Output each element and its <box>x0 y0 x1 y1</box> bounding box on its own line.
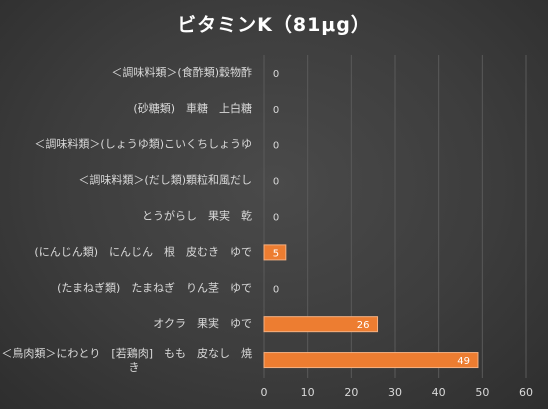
category-label: ＜鳥肉類＞にわとり [若鶏肉] もも 皮なし 焼き <box>1 346 252 374</box>
data-label: 0 <box>273 69 279 80</box>
x-tick-label: 50 <box>475 386 489 399</box>
x-tick-label: 0 <box>261 386 268 399</box>
category-label: ＜調味料類＞(食酢類)穀物酢 <box>111 65 252 79</box>
category-label: ＜調味料類＞(しょうゆ類)こいくちしょうゆ <box>34 137 252 151</box>
data-label: 0 <box>273 284 279 295</box>
x-tick-label: 10 <box>301 386 315 399</box>
x-tick-label: 60 <box>519 386 533 399</box>
data-label: 0 <box>273 213 279 224</box>
category-label: (砂糖類) 車糖 上白糖 <box>133 101 252 115</box>
category-label: ＜調味料類＞(だし類)顆粒和風だし <box>78 173 252 187</box>
category-label: とうがらし 果実 乾 <box>142 209 252 223</box>
category-label-line: ＜鳥肉類＞にわとり [若鶏肉] もも 皮なし 焼 <box>1 346 252 360</box>
category-label-line: き <box>129 361 140 374</box>
x-tick-label: 40 <box>432 386 446 399</box>
data-label: 49 <box>457 356 470 367</box>
bar <box>263 352 479 369</box>
x-tick-label: 20 <box>344 386 358 399</box>
data-label: 26 <box>357 320 370 331</box>
chart-title: ビタミンK（81μg） <box>177 14 371 36</box>
data-label: 0 <box>273 141 279 152</box>
category-label: (たまねぎ類) たまねぎ りん茎 ゆで <box>57 280 252 294</box>
bar <box>263 244 287 261</box>
data-label: 0 <box>273 105 279 116</box>
data-label: 0 <box>273 177 279 188</box>
data-label: 5 <box>273 248 279 259</box>
x-tick-label: 30 <box>388 386 402 399</box>
bar <box>263 316 379 333</box>
category-label: (にんじん類) にんじん 根 皮むき ゆで <box>34 244 252 258</box>
category-label: オクラ 果実 ゆで <box>153 316 252 330</box>
